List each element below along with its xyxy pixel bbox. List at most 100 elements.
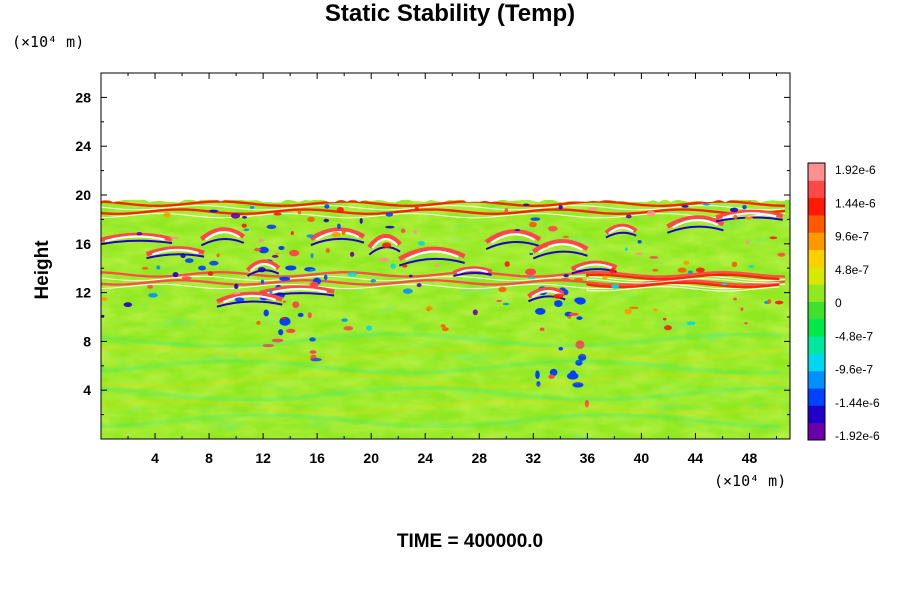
warm-band-line	[101, 200, 786, 208]
eddy	[141, 266, 149, 270]
eddy	[611, 283, 620, 289]
eddy	[243, 228, 250, 232]
eddy	[216, 253, 220, 258]
x-unit-label: (×10⁴ m)	[714, 472, 787, 490]
billow-core	[151, 248, 199, 256]
eddy	[649, 256, 659, 259]
colorbar-tick-label: -9.6e-7	[835, 363, 873, 377]
eddy	[514, 229, 521, 232]
eddy	[258, 238, 265, 243]
eddy	[310, 253, 314, 259]
billow-underside	[528, 295, 566, 303]
billow-core	[538, 243, 583, 254]
eddy	[370, 279, 377, 283]
eddy	[381, 242, 392, 248]
eddy	[695, 267, 705, 273]
cold-plume-blob	[539, 327, 545, 332]
eddy	[413, 229, 417, 235]
colorbar-swatch	[808, 180, 825, 199]
colorbar-swatch	[808, 266, 825, 285]
field-clip	[101, 73, 790, 439]
y-tick-label: 8	[83, 333, 91, 349]
cold-plume-blob	[534, 307, 546, 315]
eddy	[390, 263, 397, 269]
cold-plume-blob	[572, 382, 584, 388]
colorbar-tick-label: 9.6e-7	[835, 230, 869, 244]
eddy	[181, 276, 192, 280]
billow-core	[249, 262, 277, 272]
colorbar-swatch	[808, 388, 825, 406]
eddy	[637, 239, 642, 244]
eddy	[266, 224, 277, 230]
eddy	[553, 293, 564, 299]
eddy	[163, 212, 171, 218]
warm-band-line	[101, 208, 786, 216]
x-tick-label: 44	[688, 450, 704, 466]
x-tick-label: 16	[309, 450, 325, 466]
eddy	[527, 276, 536, 280]
colorbar-swatch	[808, 336, 825, 354]
eddy	[280, 317, 287, 320]
cold-plume-blob	[279, 276, 291, 281]
cold-plume-blob	[289, 249, 300, 257]
colorbar-swatch	[808, 318, 825, 337]
cold-plume-blob	[558, 346, 564, 351]
cold-plume-blob	[568, 312, 579, 316]
warm-band-line	[101, 283, 786, 290]
eddy	[418, 240, 425, 246]
billow-core	[608, 226, 634, 235]
eddy	[408, 274, 413, 278]
colorbar-frame	[807, 162, 826, 441]
colorbar-swatch	[808, 284, 825, 302]
colorbar-tick-label: -1.92e-6	[835, 429, 880, 443]
billow-core	[223, 294, 277, 304]
eddy	[254, 247, 262, 252]
eddy	[686, 321, 696, 325]
eddy	[748, 200, 752, 204]
eddy	[207, 271, 214, 276]
y-tick-label: 24	[75, 138, 91, 154]
eddy	[567, 315, 572, 319]
eddy	[440, 324, 446, 328]
colorbar-swatch	[808, 422, 825, 441]
billow-arc	[531, 239, 589, 254]
eddy	[472, 309, 478, 316]
eddy	[635, 252, 643, 256]
warm-band-line	[101, 204, 786, 211]
billow-arc	[216, 291, 284, 304]
eddy	[529, 252, 534, 256]
eddy	[234, 297, 245, 302]
eddy	[662, 317, 667, 321]
eddy	[625, 214, 632, 219]
eddy	[742, 204, 747, 210]
eddy	[343, 326, 354, 331]
eddy	[366, 325, 373, 331]
eddy	[609, 268, 616, 274]
eddy	[297, 210, 302, 215]
eddy	[702, 203, 711, 206]
lower-wave	[101, 360, 782, 374]
billow-arc	[309, 227, 366, 241]
colorbar-swatch	[808, 370, 825, 389]
eddy	[733, 214, 738, 220]
cold-plume-blob	[576, 316, 583, 320]
eddy	[602, 275, 608, 280]
cold-plume-blob	[309, 350, 317, 354]
eddy	[522, 203, 530, 207]
eddy	[502, 302, 510, 306]
plot-frame	[100, 72, 791, 440]
eddy	[323, 274, 328, 281]
y-unit-label: (×10⁴ m)	[12, 33, 85, 51]
billow-core	[371, 238, 398, 249]
eddy	[563, 289, 569, 296]
colorbar-swatch	[808, 353, 825, 372]
colorbar: 1.92e-6 1.44e-6 9.6e-7 4.8e-7 0 -4.8e-7 -9.6e-…	[807, 162, 880, 443]
billow-underside	[310, 237, 365, 246]
warm-band-line	[586, 273, 780, 281]
eddy	[198, 265, 207, 271]
eddy	[209, 260, 219, 266]
eddy	[331, 231, 341, 238]
eddy	[414, 206, 419, 211]
billow-underside	[398, 257, 465, 267]
eddy	[323, 218, 330, 223]
